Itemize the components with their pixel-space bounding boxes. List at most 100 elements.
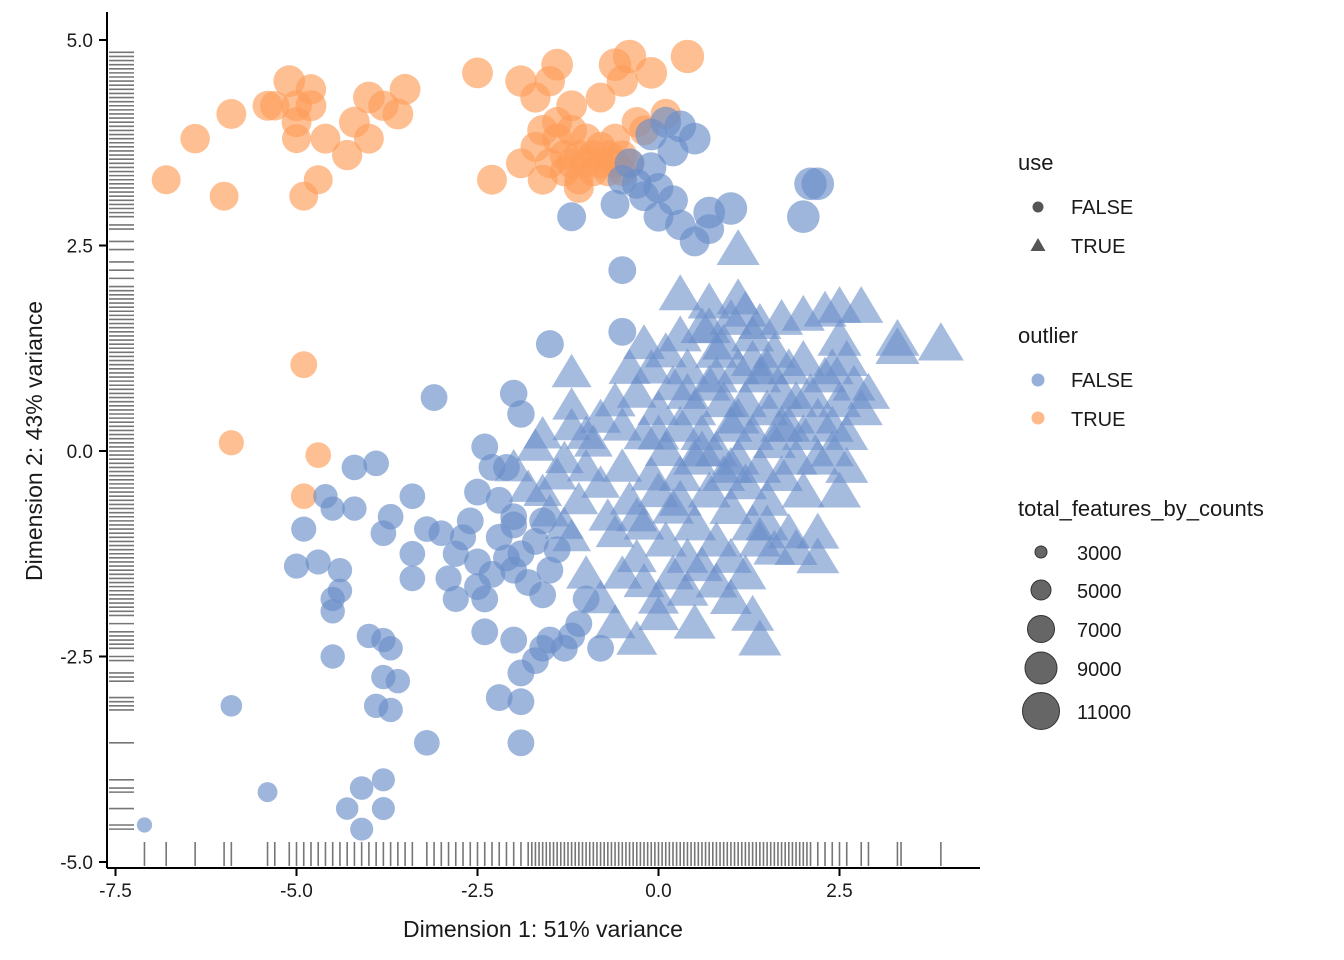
data-point-triangle: [665, 348, 710, 385]
legend-size-7000-label: 7000: [1077, 620, 1122, 642]
data-point-triangle: [702, 323, 746, 360]
data-point-triangle: [709, 446, 753, 483]
data-point-circle: [320, 496, 345, 521]
data-point-triangle: [581, 465, 621, 498]
data-point-triangle: [760, 298, 804, 335]
data-point-triangle: [523, 416, 563, 449]
data-point-circle: [342, 496, 367, 521]
data-point-circle: [282, 124, 311, 154]
data-point-circle: [522, 528, 549, 555]
data-point-circle: [563, 173, 594, 203]
y-tick-label: -5.0: [60, 853, 93, 874]
legend-use-false-label: FALSE: [1071, 197, 1133, 219]
data-point-circle: [291, 516, 317, 542]
legend-size-5000-key: [1030, 579, 1052, 601]
legend-size: total_features_by_counts 3000 5000 7000 …: [1018, 496, 1264, 730]
legend-outlier-false-key: [1031, 373, 1045, 387]
data-point-circle: [499, 379, 528, 408]
data-point-triangle: [602, 448, 643, 482]
data-point-circle: [305, 549, 331, 575]
legend-outlier-true-label: TRUE: [1071, 409, 1125, 431]
data-point-triangle: [875, 327, 920, 364]
x-tick-label: -7.5: [99, 881, 132, 902]
legend-outlier: outlier FALSE TRUE: [1018, 323, 1133, 431]
data-point-circle: [310, 123, 341, 154]
data-point-circle: [216, 99, 247, 129]
x-tick-label: -5.0: [280, 881, 313, 902]
y-tick-label: -2.5: [60, 648, 93, 669]
data-point-circle: [635, 57, 668, 89]
data-point-circle: [320, 599, 345, 624]
data-point-circle: [608, 256, 637, 285]
data-point-circle: [541, 107, 573, 138]
legend-size-11000-key: [1022, 692, 1060, 730]
legend-size-3000-label: 3000: [1077, 543, 1122, 565]
axes-layer: [106, 12, 980, 869]
data-point-triangle: [796, 512, 840, 549]
data-point-circle: [587, 634, 614, 662]
data-point-circle: [606, 65, 638, 97]
data-point-circle: [485, 684, 513, 712]
data-point-circle: [471, 433, 499, 461]
data-point-triangle: [665, 372, 710, 409]
data-point-triangle: [810, 348, 854, 385]
data-point-circle: [670, 39, 705, 74]
data-point-circle: [413, 729, 440, 756]
data-point-triangle: [709, 578, 752, 614]
points-layer: [136, 39, 964, 841]
data-point-triangle: [580, 579, 621, 614]
data-point-circle: [327, 557, 353, 583]
legend-outlier-false-label: FALSE: [1071, 370, 1133, 392]
data-point-circle: [462, 57, 493, 89]
data-point-circle: [565, 610, 593, 638]
data-point-triangle: [760, 405, 804, 442]
data-point-circle: [658, 185, 688, 216]
data-point-circle: [260, 90, 290, 121]
data-point-circle: [290, 351, 318, 379]
data-point-circle: [527, 164, 558, 195]
data-point-triangle: [716, 229, 760, 266]
data-point-triangle: [602, 555, 643, 589]
data-point-triangle: [694, 356, 738, 393]
data-point-triangle: [494, 448, 534, 482]
data-point-circle: [787, 200, 820, 234]
data-point-triangle: [523, 473, 563, 506]
data-point-circle: [349, 776, 374, 800]
legend-use-true-key: [1030, 238, 1046, 251]
legend-size-5000-label: 5000: [1077, 581, 1122, 603]
data-point-circle: [435, 565, 462, 592]
data-point-circle: [801, 167, 835, 201]
data-point-triangle: [637, 389, 680, 425]
data-point-triangle: [680, 430, 724, 467]
data-point-circle: [389, 73, 421, 105]
data-point-circle: [218, 430, 244, 456]
data-point-circle: [382, 98, 414, 130]
y-axis-title: Dimension 2: 43% variance: [21, 301, 47, 581]
rug-layer: [109, 51, 942, 866]
legend-outlier-true-key: [1031, 411, 1045, 425]
data-point-circle: [477, 164, 507, 195]
data-point-triangle: [559, 481, 599, 515]
data-point-triangle: [745, 479, 789, 516]
y-tick-label: 0.0: [67, 442, 93, 463]
data-point-circle: [500, 511, 528, 539]
data-point-circle: [534, 65, 566, 97]
data-point-triangle: [622, 324, 666, 360]
data-point-circle: [151, 165, 181, 195]
data-point-circle: [442, 585, 469, 613]
data-point-circle: [305, 442, 332, 468]
data-point-circle: [464, 478, 491, 506]
data-point-triangle: [616, 620, 658, 655]
data-point-triangle: [566, 555, 607, 589]
data-point-circle: [341, 454, 368, 481]
data-point-circle: [635, 118, 668, 151]
data-point-circle: [363, 693, 389, 719]
data-point-triangle: [745, 504, 789, 541]
data-point-circle: [399, 540, 426, 567]
data-point-circle: [399, 565, 426, 592]
data-point-triangle: [551, 353, 592, 388]
data-point-triangle: [724, 554, 767, 590]
data-point-circle: [399, 483, 426, 510]
legend-size-title: total_features_by_counts: [1018, 496, 1264, 521]
data-point-circle: [332, 139, 363, 171]
